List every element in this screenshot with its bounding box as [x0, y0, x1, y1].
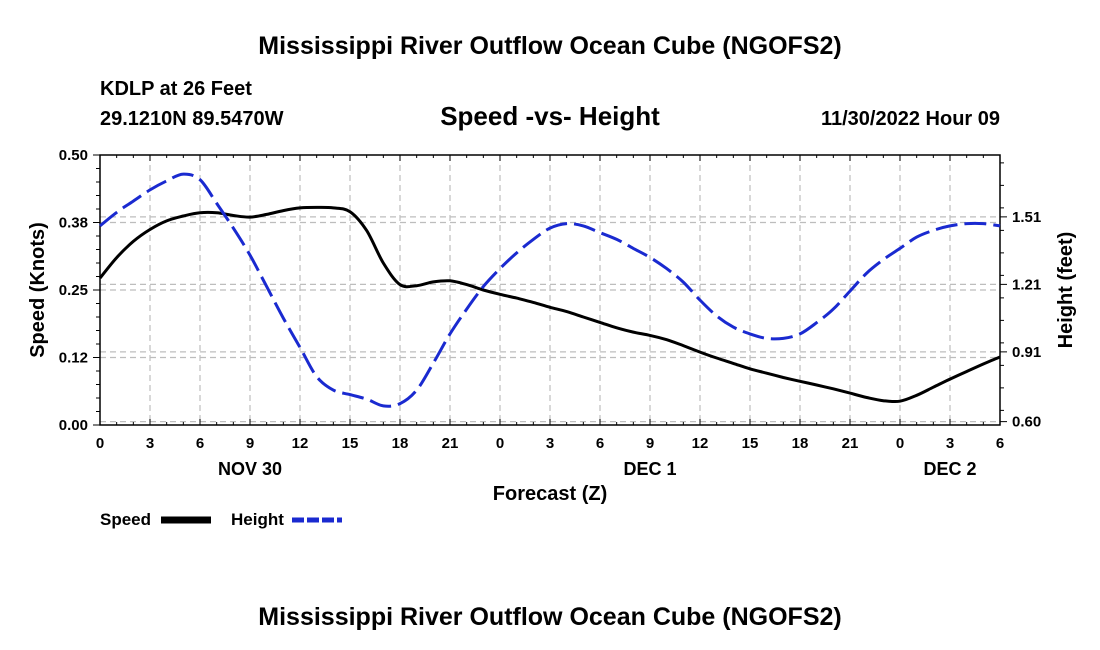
- plot-frame: [99, 154, 1001, 426]
- y-left-tick-label: 0.00: [59, 417, 88, 434]
- x-tick-label: 6: [996, 435, 1004, 452]
- y-right-tick-label: 0.60: [1012, 414, 1041, 431]
- series-line-height: [99, 172, 1001, 408]
- x-tick-label: 0: [896, 435, 904, 452]
- y-right-tick-label: 1.51: [1012, 209, 1041, 226]
- station-label: KDLP at 26 Feet: [100, 78, 252, 100]
- legend-speed-label: Speed: [100, 510, 151, 529]
- date-label: 11/30/2022 Hour 09: [821, 108, 1000, 130]
- y-left-tick-label: 0.38: [59, 215, 88, 232]
- x-tick-label: 15: [342, 435, 359, 452]
- y-axis-left-label: Speed (Knots): [27, 222, 49, 358]
- x-tick-label: 21: [442, 435, 459, 452]
- x-date-label: NOV 30: [218, 459, 282, 479]
- x-date-label: DEC 2: [923, 459, 976, 479]
- x-axis-label: Forecast (Z): [493, 483, 607, 505]
- x-tick-label: 6: [196, 435, 204, 452]
- series-layer: [98, 172, 1001, 408]
- x-tick-label: 0: [96, 435, 104, 452]
- x-tick-label: 9: [646, 435, 654, 452]
- x-tick-label: 6: [596, 435, 604, 452]
- tick-labels: 0 3 6 9 12 15 18 21 0 3 6 9 12 15 18 21 0 3 6 NOV 30 DEC 1 DE…: [59, 147, 1041, 479]
- x-date-label: DEC 1: [623, 459, 676, 479]
- legend: Speed Height: [100, 510, 342, 529]
- y-right-tick-label: 1.21: [1012, 276, 1041, 293]
- y-left-tick-label: 0.50: [59, 147, 88, 164]
- grid: [100, 155, 1000, 425]
- x-tick-label: 18: [792, 435, 809, 452]
- y-axis-right-label: Height (feet): [1055, 232, 1077, 349]
- series-line-speed: [98, 205, 1001, 404]
- x-tick-label: 21: [842, 435, 859, 452]
- x-tick-label: 3: [146, 435, 154, 452]
- legend-height-label: Height: [231, 510, 284, 529]
- location-label: 29.1210N 89.5470W: [100, 108, 284, 130]
- x-tick-label: 9: [246, 435, 254, 452]
- x-tick-label: 12: [692, 435, 709, 452]
- y-right-tick-label: 0.91: [1012, 344, 1041, 361]
- chart-title: Mississippi River Outflow Ocean Cube (NG…: [258, 32, 841, 60]
- x-tick-label: 15: [742, 435, 759, 452]
- x-tick-label: 12: [292, 435, 309, 452]
- chart-subtitle: Speed -vs- Height: [440, 101, 660, 131]
- x-tick-label: 3: [546, 435, 554, 452]
- x-tick-label: 0: [496, 435, 504, 452]
- y-left-tick-label: 0.12: [59, 350, 88, 367]
- x-tick-label: 18: [392, 435, 409, 452]
- x-tick-label: 3: [946, 435, 954, 452]
- y-left-tick-label: 0.25: [59, 282, 88, 299]
- footer-title: Mississippi River Outflow Ocean Cube (NG…: [258, 603, 841, 631]
